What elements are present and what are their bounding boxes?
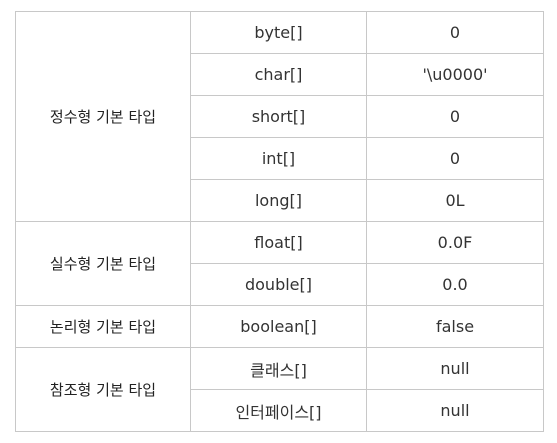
group-label-floating: 실수형 기본 타입: [15, 221, 191, 306]
type-cell: long[]: [190, 179, 367, 222]
default-value-cell: false: [366, 305, 544, 348]
default-value-cell: 0: [366, 95, 544, 138]
table-row: long[] 0L: [16, 179, 544, 222]
table-row: 인터페이스[] null: [16, 389, 544, 432]
default-value-cell: null: [366, 389, 544, 432]
table-row: 참조형 기본 타입 클래스[] null: [15, 347, 544, 432]
type-cell: float[]: [190, 221, 367, 264]
type-cell: boolean[]: [190, 305, 367, 348]
table-row: 정수형 기본 타입 byte[] 0: [15, 11, 544, 222]
table-row: char[] '\u0000': [16, 53, 544, 96]
type-cell: 클래스[]: [190, 347, 367, 390]
table-row: int[] 0: [16, 137, 544, 180]
type-cell: byte[]: [190, 11, 367, 54]
type-cell: int[]: [190, 137, 367, 180]
table-row: short[] 0: [16, 95, 544, 138]
group-label-integer: 정수형 기본 타입: [15, 11, 191, 222]
default-value-cell: 0.0: [366, 263, 544, 306]
default-value-cell: '\u0000': [366, 53, 544, 96]
group-label-boolean: 논리형 기본 타입: [15, 305, 191, 348]
default-value-cell: 0L: [366, 179, 544, 222]
table-row: 실수형 기본 타입 float[] 0.0F: [15, 221, 544, 306]
type-cell: 인터페이스[]: [190, 389, 367, 432]
type-cell: char[]: [190, 53, 367, 96]
default-value-cell: 0: [366, 11, 544, 54]
default-value-cell: null: [366, 347, 544, 390]
group-label-reference: 참조형 기본 타입: [15, 347, 191, 432]
type-cell: double[]: [190, 263, 367, 306]
type-cell: short[]: [190, 95, 367, 138]
default-value-cell: 0.0F: [366, 221, 544, 264]
array-default-values-table: 정수형 기본 타입 byte[] 0 char[] '\u0000' short…: [15, 11, 544, 432]
table-row: double[] 0.0: [16, 263, 544, 306]
default-value-cell: 0: [366, 137, 544, 180]
table-row: 논리형 기본 타입 boolean[] false: [15, 305, 544, 348]
